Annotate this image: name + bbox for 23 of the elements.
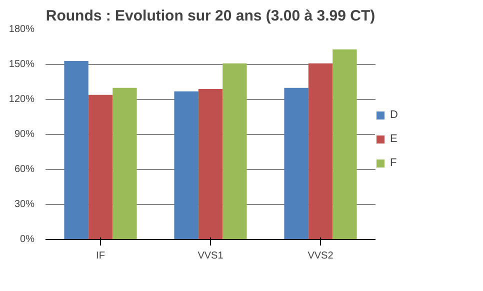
legend-label: F: [390, 157, 398, 169]
bar: [174, 91, 198, 240]
bar: [284, 88, 308, 240]
bar: [88, 94, 113, 240]
x-tick-label: VVS2: [308, 250, 334, 262]
y-tick-label: 180%: [8, 24, 35, 35]
legend-label: E: [390, 133, 398, 145]
x-tick-label: IF: [96, 250, 105, 262]
bar: [64, 61, 88, 240]
bar: [308, 63, 333, 240]
y-tick-label: 150%: [8, 59, 35, 70]
chart-title: Rounds : Evolution sur 20 ans (3.00 à 3.99 CT): [46, 8, 376, 24]
y-tick-label: 60%: [14, 164, 35, 175]
bar: [112, 88, 137, 240]
bar: [332, 49, 357, 240]
y-tick-label: 0%: [20, 234, 35, 245]
y-tick-label: 90%: [14, 129, 35, 140]
legend-label: D: [390, 109, 399, 121]
bar: [222, 63, 247, 240]
bar: [198, 89, 223, 240]
y-tick-label: 120%: [8, 94, 35, 105]
y-tick-label: 30%: [14, 199, 35, 210]
x-tick-label: VVS1: [198, 250, 224, 262]
